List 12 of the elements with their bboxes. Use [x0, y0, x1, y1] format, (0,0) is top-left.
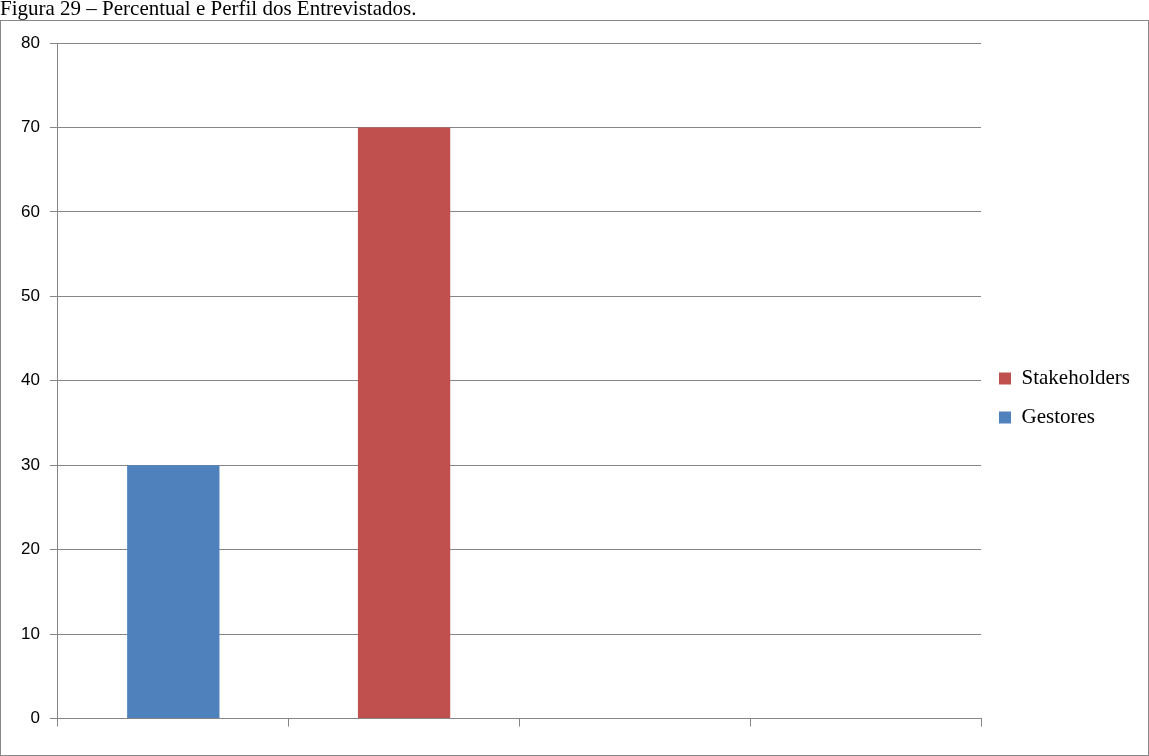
- y-tick-label: 60: [20, 201, 40, 221]
- legend-label: Stakeholders: [1021, 365, 1131, 390]
- y-tick-label: 50: [20, 286, 40, 306]
- y-tick-label: 0: [30, 708, 40, 728]
- y-tick-label: 40: [20, 370, 40, 390]
- chart-title: Figura 29 – Percentual e Perfil dos Entrevistados.: [0, 0, 417, 21]
- legend-label: Gestores: [1021, 404, 1096, 429]
- y-tick-label: 30: [20, 454, 40, 474]
- y-tick-label: 20: [20, 539, 40, 559]
- y-tick-label: 10: [20, 623, 40, 643]
- y-tick-label: 80: [20, 32, 40, 52]
- y-tick-label: 70: [20, 117, 40, 137]
